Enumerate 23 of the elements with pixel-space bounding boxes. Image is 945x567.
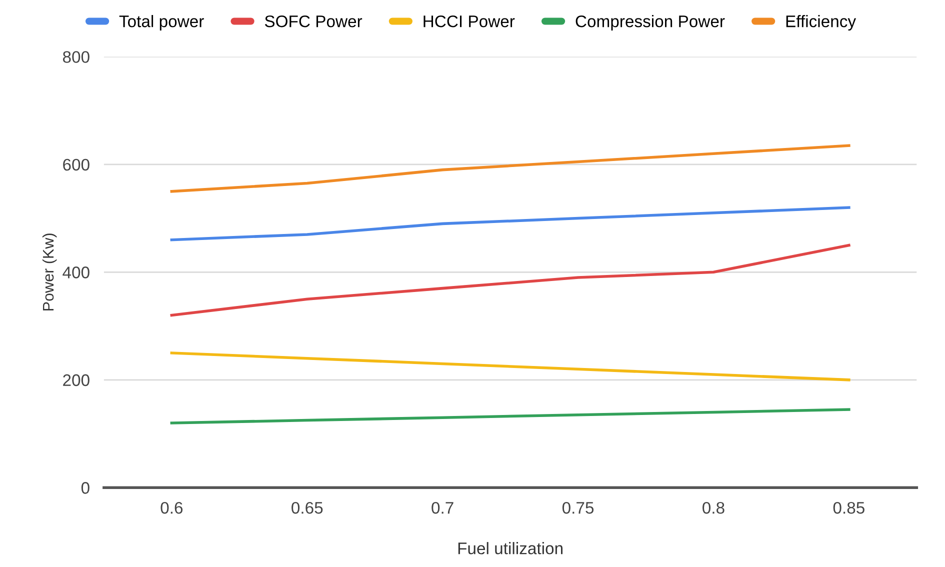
y-tick-label: 400 [62, 266, 90, 278]
line-series [170, 206, 850, 242]
legend-label: HCCI Power [424, 15, 515, 28]
x-tick-label: 0.65 [292, 502, 323, 514]
y-axis-title: Power (Kw) [42, 234, 57, 310]
x-tick-label: 0.75 [562, 502, 594, 514]
legend-label: Compression Power [576, 15, 725, 31]
x-tick-label: 0.8 [702, 502, 724, 514]
x-axis-title: Fuel utilization [458, 542, 562, 554]
x-tick-label: 0.7 [432, 502, 454, 514]
x-tick-label: 0.6 [160, 502, 183, 514]
legend-label: Efficiency [786, 15, 856, 31]
y-tick-label: 600 [63, 158, 90, 171]
legend-label: SOFC Power [264, 15, 362, 28]
line-series [170, 244, 850, 317]
y-tick-label: 800 [62, 51, 90, 63]
x-tick-label: 0.85 [833, 502, 864, 514]
line-series [170, 352, 850, 382]
line-series [170, 408, 850, 424]
y-tick-label: 0 [81, 482, 90, 494]
line-series [170, 144, 850, 193]
legend-label: Total power [119, 15, 204, 31]
y-tick-label: 200 [63, 374, 90, 386]
